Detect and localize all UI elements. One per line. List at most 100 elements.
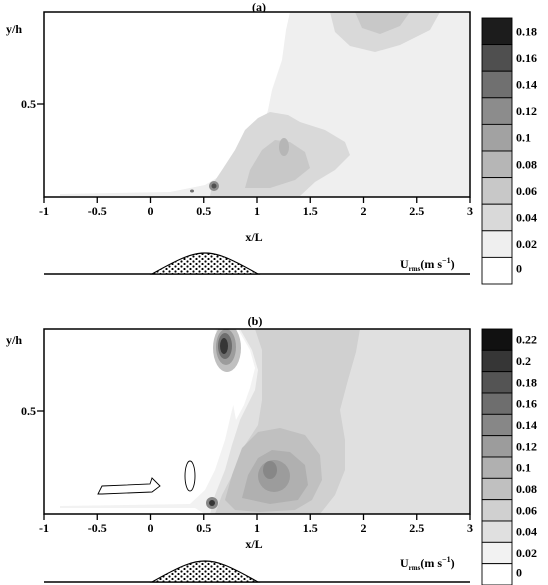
colorbar-b-swatch bbox=[481, 435, 513, 458]
panel-b-vortex-0.20 bbox=[220, 338, 228, 354]
colorbar-a-swatch bbox=[481, 70, 513, 99]
colorbar-b-label: 0 bbox=[516, 565, 522, 579]
cb-b-label-main: U bbox=[400, 556, 409, 570]
colorbar-b-label: 0.14 bbox=[516, 418, 537, 432]
panel-b-y-tick-label: 0.5 bbox=[21, 404, 36, 418]
colorbar-a-label: 0.16 bbox=[516, 51, 537, 65]
panel-a: (a) -1 -0.5 0 0.5 1 1.5 2 2.5 3 0.5 y/h x/L 0 bbox=[6, 0, 537, 285]
panel-a-x-tick-label: 2.5 bbox=[409, 204, 424, 218]
panel-b-x-tick-label: 3 bbox=[467, 521, 473, 535]
colorbar-b-swatch bbox=[481, 413, 513, 437]
panel-a-x-label: x/L bbox=[245, 230, 262, 244]
panel-b-x-tick-label: 2.5 bbox=[409, 521, 424, 535]
colorbar-b-swatch bbox=[481, 456, 513, 479]
colorbar-b-swatch bbox=[481, 541, 513, 565]
colorbar-a-label: 0.14 bbox=[516, 78, 537, 92]
colorbar-a-swatch bbox=[481, 17, 513, 46]
panel-a-x-tick-label: 0 bbox=[148, 204, 154, 218]
svg-text:Urms(m s−1): Urms(m s−1) bbox=[400, 256, 455, 273]
colorbar-a-label: 0 bbox=[516, 262, 522, 276]
colorbar-b-swatch bbox=[481, 477, 513, 501]
colorbar-b-label: 0.18 bbox=[516, 375, 537, 389]
panel-a-hill bbox=[149, 252, 261, 275]
panel-b-x-tick-label: 0.5 bbox=[196, 521, 211, 535]
colorbar-a-swatch bbox=[481, 123, 513, 152]
colorbar-a-label: 0.1 bbox=[516, 131, 531, 145]
panel-b: (b) bbox=[6, 314, 537, 585]
panel-b-recirc-outline bbox=[97, 477, 161, 495]
panel-b-hill bbox=[149, 560, 261, 583]
colorbar-a-swatch bbox=[481, 44, 513, 72]
panel-b-x-tick-label: 1.5 bbox=[303, 521, 318, 535]
colorbar-a-swatch bbox=[481, 256, 513, 285]
colorbar-b-label: 0.04 bbox=[516, 525, 537, 539]
panel-a-spot-wall-core bbox=[211, 183, 217, 189]
panel-a-spot-small bbox=[190, 189, 194, 193]
panel-a-x-tick-label: 2 bbox=[361, 204, 367, 218]
panel-a-x-tick-label: -0.5 bbox=[88, 204, 107, 218]
cb-b-label-units: (m s bbox=[420, 556, 442, 570]
panel-a-field bbox=[44, 12, 470, 197]
panel-a-colorbar: 0.18 0.16 0.14 0.12 0.1 0.08 0.06 0.04 0.02 0 bbox=[481, 17, 537, 285]
colorbar-a-label: 0.18 bbox=[516, 24, 537, 38]
colorbar-b-label: 0.22 bbox=[516, 333, 537, 347]
colorbar-b-swatch bbox=[481, 349, 513, 373]
colorbar-a-label: 0.06 bbox=[516, 184, 537, 198]
colorbar-b-swatch bbox=[481, 371, 513, 394]
panel-a-x-axis: -1 -0.5 0 0.5 1 1.5 2 2.5 3 bbox=[39, 197, 473, 218]
panel-a-x-tick-label: 0.5 bbox=[196, 204, 211, 218]
panel-a-x-tick-label: -1 bbox=[39, 204, 49, 218]
panel-b-contour-0.14 bbox=[263, 461, 277, 479]
panel-a-contour-0.06 bbox=[245, 140, 310, 188]
colorbar-b-label: 0.12 bbox=[516, 439, 537, 453]
panel-a-x-tick-label: 3 bbox=[467, 204, 473, 218]
cb-a-label-exp: −1 bbox=[442, 256, 451, 265]
panel-a-label: (a) bbox=[252, 0, 266, 14]
cb-b-label-exp: −1 bbox=[442, 555, 451, 564]
colorbar-a-swatch bbox=[481, 177, 513, 205]
cb-a-label-main: U bbox=[400, 257, 409, 271]
panel-b-x-tick-label: -0.5 bbox=[88, 521, 107, 535]
panel-b-bubble-outline bbox=[184, 460, 196, 492]
colorbar-b-swatch bbox=[481, 328, 513, 351]
colorbar-b-label: 0.06 bbox=[516, 503, 537, 517]
panel-b-field bbox=[44, 329, 470, 514]
colorbar-a-swatch bbox=[481, 230, 513, 258]
colorbar-a-label: 0.04 bbox=[516, 211, 537, 225]
panel-b-label: (b) bbox=[248, 314, 263, 328]
panel-b-x-tick-label: 2 bbox=[361, 521, 367, 535]
colorbar-b-label: 0.16 bbox=[516, 397, 537, 411]
panel-b-colorbar-label: Urms(m s−1) bbox=[400, 555, 455, 572]
colorbar-a-label: 0.08 bbox=[516, 157, 537, 171]
panel-b-x-tick-label: -1 bbox=[39, 521, 49, 535]
cb-b-label-sub: rms bbox=[409, 564, 421, 572]
colorbar-b-label: 0.02 bbox=[516, 546, 537, 560]
colorbar-a-swatch bbox=[481, 203, 513, 232]
panel-a-contour-0.06-top bbox=[355, 12, 410, 34]
panel-b-x-tick-label: 0 bbox=[148, 521, 154, 535]
cb-a-label-close: ) bbox=[451, 257, 455, 271]
colorbar-b-swatch bbox=[481, 563, 513, 585]
panel-b-x-axis: -1 -0.5 0 0.5 1 1.5 2 2.5 3 bbox=[39, 514, 473, 535]
colorbar-b-label: 0.1 bbox=[516, 461, 531, 475]
panel-b-x-tick-label: 1 bbox=[254, 521, 260, 535]
panel-a-y-label: y/h bbox=[6, 22, 22, 36]
colorbar-a-swatch bbox=[481, 97, 513, 125]
panel-a-x-tick-label: 1.5 bbox=[303, 204, 318, 218]
colorbar-a-label: 0.12 bbox=[516, 104, 537, 118]
colorbar-b-swatch bbox=[481, 499, 513, 522]
colorbar-b-swatch bbox=[481, 392, 513, 415]
panel-a-colorbar-label: Urms(m s−1) bbox=[400, 256, 455, 273]
colorbar-b-label: 0.2 bbox=[516, 354, 531, 368]
svg-text:Urms(m s−1): Urms(m s−1) bbox=[400, 555, 455, 572]
panel-b-y-label: y/h bbox=[6, 333, 22, 347]
panel-b-wall-core bbox=[209, 500, 215, 506]
panel-a-spot-0.08 bbox=[279, 138, 289, 156]
cb-a-label-sub: rms bbox=[409, 265, 421, 273]
panel-b-colorbar: 0.22 0.2 0.18 0.16 0.14 0.12 0.1 0.08 0.06 0.04 0.… bbox=[481, 328, 537, 585]
panel-a-contour-0.02 bbox=[60, 12, 470, 197]
panel-a-y-tick-label: 0.5 bbox=[21, 97, 36, 111]
panel-b-x-label: x/L bbox=[245, 537, 262, 551]
colorbar-a-swatch bbox=[481, 150, 513, 179]
